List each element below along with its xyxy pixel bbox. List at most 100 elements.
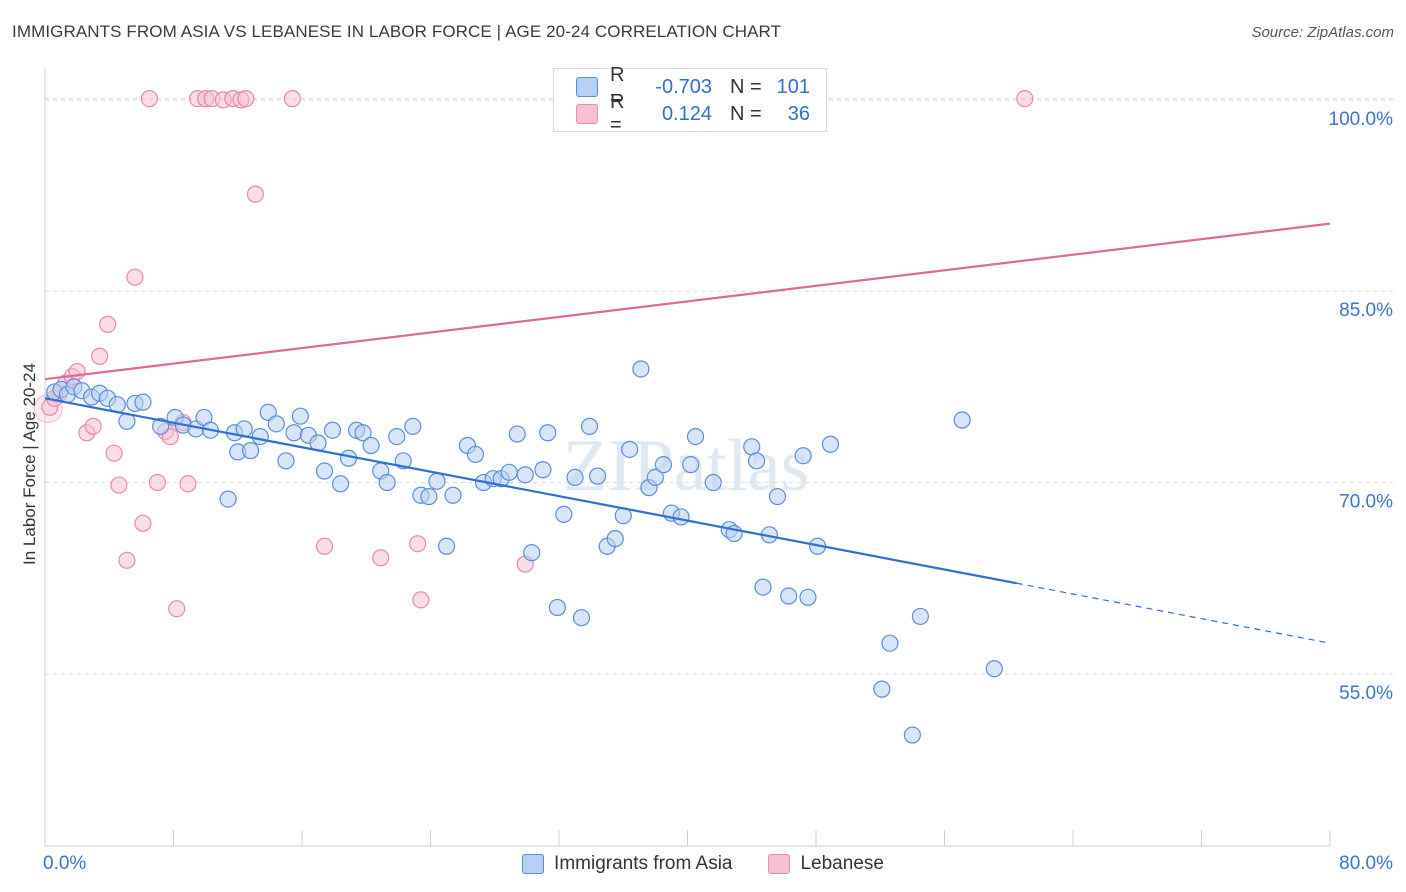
point-asia: [873, 680, 891, 698]
point-asia: [291, 407, 309, 425]
trend-line-asia: [44, 397, 1017, 585]
y-axis-label: In Labor Force | Age 20-24: [20, 363, 39, 565]
point-asia: [548, 598, 566, 617]
point-lebanese: [134, 514, 152, 532]
trend-line-lebanese: [44, 222, 1331, 381]
point-asia: [794, 447, 812, 465]
x-tick-label-max: 80.0%: [1339, 853, 1393, 874]
legend-label-lebanese: Lebanese: [800, 853, 884, 874]
y-tick-label: 55.0%: [1339, 683, 1393, 704]
point-asia: [285, 424, 303, 442]
point-asia: [911, 607, 930, 626]
point-asia: [354, 424, 372, 442]
point-asia: [404, 417, 422, 435]
point-asia: [323, 421, 342, 439]
point-asia: [780, 587, 798, 605]
legend-n-label: N =: [730, 75, 762, 98]
point-asia: [277, 452, 295, 470]
point-lebanese: [148, 473, 167, 492]
point-lebanese: [84, 417, 102, 435]
point-asia: [903, 726, 921, 744]
tick-labels: 55.0% 70.0% 85.0% 100.0% 0.0% 80.0%: [43, 109, 1393, 874]
point-asia: [985, 660, 1003, 678]
point-asia: [420, 487, 438, 506]
point-lebanese: [246, 185, 265, 203]
data-points: [33, 90, 1034, 744]
grid-lines: [45, 98, 1394, 675]
series-legend: Immigrants from Asia Lebanese: [0, 852, 1406, 876]
axes: [44, 68, 1331, 847]
point-asia: [539, 424, 557, 442]
point-lebanese: [283, 90, 301, 108]
point-asia: [500, 463, 518, 481]
point-asia: [747, 452, 766, 470]
point-asia: [534, 461, 552, 479]
point-asia: [378, 473, 396, 492]
point-asia: [267, 415, 285, 433]
point-lebanese: [105, 444, 123, 462]
x-tick-label-min: 0.0%: [43, 853, 86, 874]
point-asia: [881, 634, 899, 652]
point-asia: [251, 427, 269, 446]
legend-r-label: R =: [610, 91, 625, 136]
y-tick-label: 85.0%: [1339, 300, 1393, 321]
point-asia: [388, 427, 406, 446]
point-asia: [134, 393, 152, 411]
legend-n-value: 101: [776, 75, 810, 98]
point-lebanese: [237, 90, 255, 108]
point-asia: [686, 427, 705, 446]
point-asia: [152, 417, 170, 435]
legend-r-value: 0.124: [661, 102, 712, 125]
point-asia: [219, 490, 237, 508]
point-asia: [437, 537, 456, 555]
legend-swatch-asia: [576, 77, 598, 97]
point-asia: [606, 530, 624, 548]
point-asia: [588, 467, 607, 485]
point-lebanese: [140, 90, 159, 108]
point-lebanese: [168, 600, 186, 618]
point-lebanese: [68, 362, 86, 381]
point-asia: [704, 473, 722, 492]
point-asia: [632, 360, 650, 378]
stats-legend: R = -0.703 N = 101 R = 0.124 N = 36: [553, 64, 827, 136]
legend-item-lebanese: Lebanese: [768, 853, 884, 875]
legend-row-lebanese: R = 0.124 N = 36: [576, 91, 810, 136]
point-asia: [621, 440, 639, 458]
legend-r-label: R =: [610, 64, 625, 109]
point-asia: [566, 468, 584, 487]
point-lebanese: [315, 537, 334, 555]
point-asia: [315, 462, 334, 480]
point-asia: [654, 456, 673, 474]
point-asia: [508, 425, 526, 443]
point-lebanese: [99, 315, 117, 333]
point-lebanese: [126, 268, 144, 286]
point-asia: [572, 609, 591, 627]
point-lebanese: [110, 476, 128, 494]
point-lebanese: [1016, 90, 1034, 108]
point-asia: [682, 456, 700, 474]
legend-row-asia: R = -0.703 N = 101: [576, 64, 810, 109]
y-tick-label: 70.0%: [1339, 492, 1393, 513]
point-asia: [768, 487, 787, 506]
point-asia: [646, 468, 664, 487]
point-asia: [331, 475, 350, 493]
point-lebanese: [412, 591, 430, 609]
point-lebanese: [372, 549, 390, 567]
point-asia: [428, 472, 446, 490]
point-asia: [466, 445, 485, 464]
point-lebanese: [91, 347, 109, 365]
point-asia: [672, 508, 690, 526]
point-lebanese: [118, 551, 136, 569]
point-asia: [242, 442, 260, 460]
legend-swatch-lebanese: [576, 104, 598, 124]
trend-lines: [44, 222, 1331, 644]
legend-item-asia: Immigrants from Asia: [522, 853, 732, 875]
chart-title: IMMIGRANTS FROM ASIA VS LEBANESE IN LABO…: [12, 22, 782, 41]
point-asia: [362, 436, 380, 455]
source-label: Source: ZipAtlas.com: [1251, 24, 1394, 41]
legend-n-value: 36: [787, 102, 810, 125]
point-asia: [821, 435, 840, 453]
point-asia: [580, 417, 599, 435]
point-lebanese: [179, 475, 197, 493]
